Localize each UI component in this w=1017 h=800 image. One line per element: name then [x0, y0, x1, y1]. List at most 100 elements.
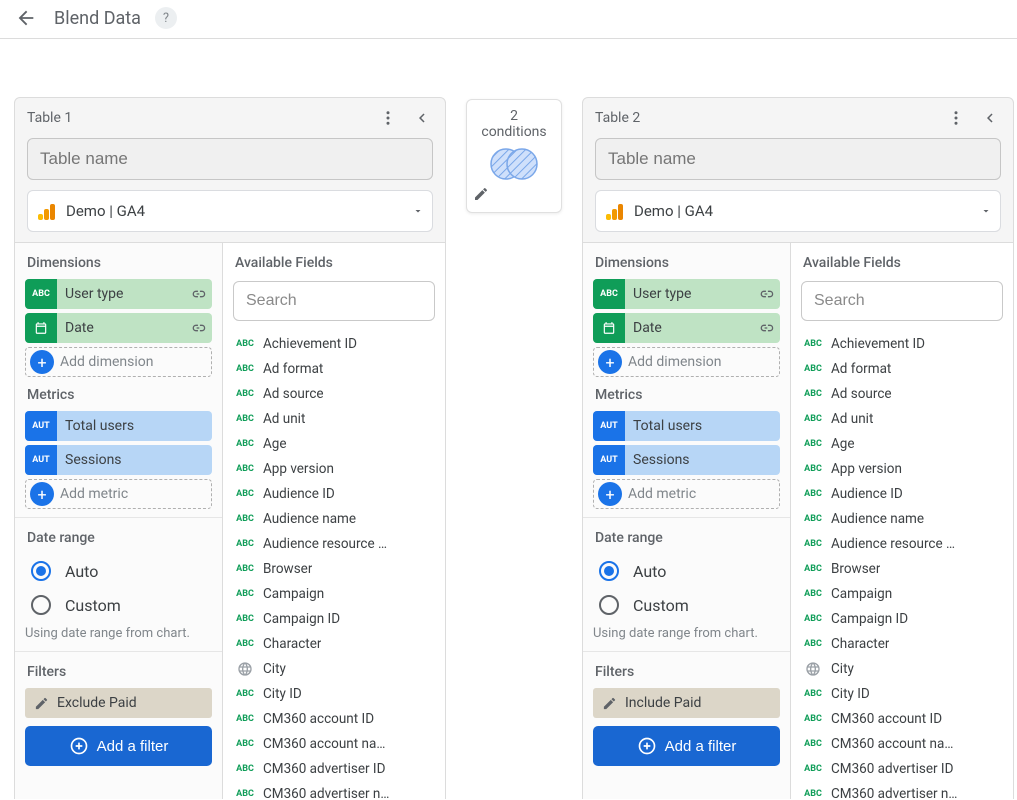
available-fields-heading: Available Fields	[235, 255, 435, 271]
field-row[interactable]: ABCAge	[223, 431, 445, 456]
table-collapse-button[interactable]	[407, 103, 437, 133]
field-row[interactable]: ABCCM360 account ID	[791, 706, 1013, 731]
datasource-select[interactable]: Demo | GA4	[595, 190, 1001, 232]
field-row[interactable]: ABCCM360 advertiser n…	[791, 781, 1013, 799]
field-row[interactable]: ABCCampaign ID	[791, 606, 1013, 631]
field-row[interactable]: ABCCM360 advertiser ID	[223, 756, 445, 781]
field-row[interactable]: ABCAchievement ID	[791, 331, 1013, 356]
metrics-heading: Metrics	[595, 387, 780, 403]
daterange-auto-radio[interactable]: Auto	[593, 554, 780, 588]
field-row[interactable]: ABCCM360 advertiser n…	[223, 781, 445, 799]
table-menu-button[interactable]	[373, 103, 403, 133]
table-menu-button[interactable]	[941, 103, 971, 133]
metric-chip[interactable]: AUT Total users	[25, 411, 212, 441]
field-row[interactable]: ABCAd source	[791, 381, 1013, 406]
join-config-card[interactable]: 2 conditions	[466, 99, 562, 213]
edit-filter-icon	[25, 696, 57, 711]
radio-unselected-icon	[599, 595, 619, 615]
table-name-input[interactable]	[595, 138, 1001, 180]
radio-selected-icon	[31, 561, 51, 581]
abc-type-icon: ABC	[801, 364, 825, 374]
field-row[interactable]: ABCAd source	[223, 381, 445, 406]
help-button[interactable]: ?	[155, 7, 177, 29]
fields-search-input[interactable]	[233, 281, 435, 321]
field-row[interactable]: ABC Audience resource …	[791, 531, 1013, 556]
dimensions-heading: Dimensions	[27, 255, 212, 271]
dimension-chip[interactable]: Date	[25, 313, 212, 343]
dimension-chip[interactable]: ABC User type	[25, 279, 212, 309]
add-metric-button[interactable]: + Add metric	[25, 479, 212, 509]
field-row[interactable]: ABCAd unit	[791, 406, 1013, 431]
field-row[interactable]: ABCAudience name	[791, 506, 1013, 531]
field-row[interactable]: ABCAd unit	[223, 406, 445, 431]
filter-item[interactable]: Exclude Paid	[25, 688, 212, 718]
field-row[interactable]: ABCCharacter	[223, 631, 445, 656]
field-list[interactable]: ABCAchievement ID ABC Ad format ABCAd sourc…	[791, 329, 1013, 799]
field-row[interactable]: ABCAudience ID	[791, 481, 1013, 506]
field-list[interactable]: ABCAchievement IDABCAd formatABCAd sourc…	[223, 329, 445, 799]
metric-chip[interactable]: AUT Sessions	[25, 445, 212, 475]
abc-type-icon: ABC	[801, 414, 825, 424]
field-label: Ad source	[263, 386, 324, 402]
field-row[interactable]: ABCAd format	[223, 356, 445, 381]
add-metric-button[interactable]: + Add metric	[593, 479, 780, 509]
abc-type-icon: ABC	[233, 589, 257, 599]
link-icon	[752, 286, 780, 302]
abc-type-icon: ABC	[801, 639, 825, 649]
field-row[interactable]: ABC Achievement ID	[223, 331, 445, 356]
field-row[interactable]: ABCCity ID	[791, 681, 1013, 706]
field-row[interactable]: City	[791, 656, 1013, 681]
field-row[interactable]: ABC Ad format	[791, 356, 1013, 381]
venn-icon	[486, 146, 542, 182]
page-title: Blend Data	[54, 8, 141, 29]
field-row[interactable]: ABCCampaign	[791, 581, 1013, 606]
abc-type-icon: ABC	[801, 714, 825, 724]
field-row[interactable]: ABCBrowser	[791, 556, 1013, 581]
edit-join-icon	[473, 186, 489, 202]
field-row[interactable]: ABCCampaign	[223, 581, 445, 606]
link-icon	[184, 320, 212, 336]
add-dimension-button[interactable]: + Add dimension	[593, 347, 780, 377]
field-row[interactable]: ABCCM360 account ID	[223, 706, 445, 731]
metric-chip[interactable]: AUT Sessions	[593, 445, 780, 475]
abc-type-icon: ABC	[233, 339, 257, 349]
field-row[interactable]: ABCCM360 advertiser ID	[791, 756, 1013, 781]
daterange-custom-radio[interactable]: Custom	[25, 588, 212, 622]
field-row[interactable]: ABCCM360 account na…	[791, 731, 1013, 756]
field-label: Achievement ID	[263, 336, 357, 352]
field-row[interactable]: ABCAudience name	[223, 506, 445, 531]
field-row[interactable]: ABCCM360 account na…	[223, 731, 445, 756]
field-row[interactable]: ABCAudience ID	[223, 481, 445, 506]
back-button[interactable]	[12, 4, 40, 32]
field-label: Audience name	[831, 511, 924, 527]
field-row[interactable]: ABCBrowser	[223, 556, 445, 581]
add-dimension-button[interactable]: + Add dimension	[25, 347, 212, 377]
abc-type-icon: ABC	[801, 589, 825, 599]
abc-type-icon: ABC	[801, 539, 825, 549]
field-row[interactable]: ABCCity ID	[223, 681, 445, 706]
metric-chip[interactable]: AUT Total users	[593, 411, 780, 441]
add-filter-button[interactable]: Add a filter	[25, 726, 212, 766]
field-label: Audience resource …	[831, 536, 955, 552]
fields-search-input[interactable]	[801, 281, 1003, 321]
table-collapse-button[interactable]	[975, 103, 1005, 133]
dimension-chip[interactable]: ABC User type	[593, 279, 780, 309]
field-label: City	[831, 661, 854, 677]
dimension-chip[interactable]: Date	[593, 313, 780, 343]
field-label: Age	[831, 436, 855, 452]
filter-item[interactable]: Include Paid	[593, 688, 780, 718]
field-row[interactable]: ABCApp version	[223, 456, 445, 481]
field-row[interactable]: ABCCharacter	[791, 631, 1013, 656]
add-filter-button[interactable]: Add a filter	[593, 726, 780, 766]
datasource-select[interactable]: Demo | GA4	[27, 190, 433, 232]
field-row[interactable]: City	[223, 656, 445, 681]
field-row[interactable]: ABCAge	[791, 431, 1013, 456]
field-label: Ad format	[831, 361, 891, 377]
daterange-auto-radio[interactable]: Auto	[25, 554, 212, 588]
table-name-input[interactable]	[27, 138, 433, 180]
field-label: Audience name	[263, 511, 356, 527]
daterange-custom-radio[interactable]: Custom	[593, 588, 780, 622]
field-row[interactable]: ABCAudience resource …	[223, 531, 445, 556]
field-row[interactable]: ABCApp version	[791, 456, 1013, 481]
field-row[interactable]: ABCCampaign ID	[223, 606, 445, 631]
